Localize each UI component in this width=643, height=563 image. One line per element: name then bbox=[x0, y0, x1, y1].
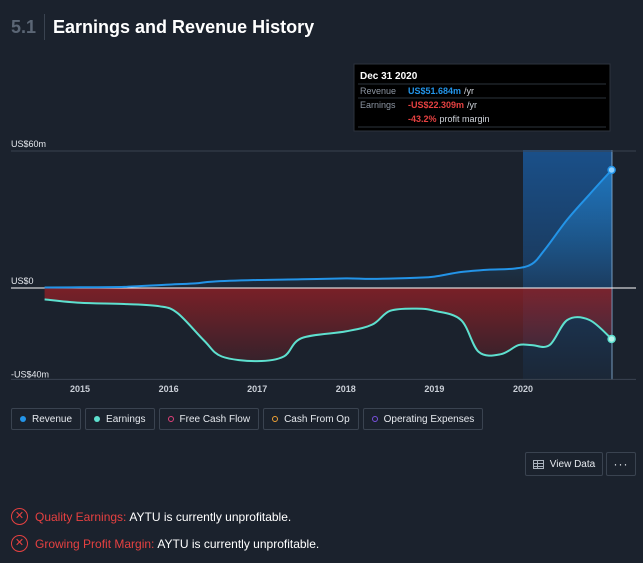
legend-cash-from-op-label: Cash From Op bbox=[284, 413, 350, 425]
revenue-area bbox=[44, 170, 612, 288]
fail-x-icon: ✕ bbox=[11, 508, 28, 525]
tooltip-earnings-label: Earnings bbox=[360, 100, 396, 110]
legend-free-cash-flow[interactable]: Free Cash Flow bbox=[158, 408, 260, 430]
y-axis-labels: US$60m US$0 -US$40m bbox=[11, 139, 49, 379]
check-growing-profit-margin: ✕ Growing Profit Margin: AYTU is current… bbox=[11, 535, 319, 552]
tooltip-earnings-value: -US$22.309m bbox=[408, 100, 464, 110]
tooltip-margin-value: -43.2% bbox=[408, 114, 437, 124]
section-number: 5.1 bbox=[11, 14, 46, 40]
fail-x-icon: ✕ bbox=[11, 535, 28, 552]
tooltip-revenue-label: Revenue bbox=[360, 86, 396, 96]
check-label: Quality Earnings: bbox=[35, 509, 127, 524]
legend-revenue-label: Revenue bbox=[32, 413, 73, 425]
more-dots-icon: ··· bbox=[613, 457, 629, 471]
earnings-end-point[interactable] bbox=[607, 334, 616, 344]
legend-revenue-dot-icon bbox=[20, 416, 26, 422]
legend-revenue[interactable]: Revenue bbox=[11, 408, 82, 430]
tooltip-earnings-row: -US$22.309m/yr bbox=[408, 100, 477, 110]
check-quality-earnings: ✕ Quality Earnings: AYTU is currently un… bbox=[11, 508, 291, 525]
check-label: Growing Profit Margin: bbox=[35, 536, 155, 551]
legend-earnings-dot-icon bbox=[94, 416, 101, 422]
legend-cash-from-op-dot-icon bbox=[272, 416, 279, 422]
table-icon bbox=[532, 459, 544, 469]
tooltip-earnings-unit: /yr bbox=[467, 100, 477, 110]
legend-free-cash-flow-label: Free Cash Flow bbox=[179, 413, 251, 425]
legend-operating-expenses-dot-icon bbox=[371, 416, 378, 422]
legend-earnings-label: Earnings bbox=[106, 413, 146, 425]
tooltip: Dec 31 2020 Revenue US$51.684m/yr Earnin… bbox=[353, 63, 611, 132]
x-tick-label: 2018 bbox=[336, 384, 356, 394]
x-tick-label: 2015 bbox=[70, 384, 90, 394]
tooltip-revenue-value: US$51.684m bbox=[408, 86, 461, 96]
x-tick-label: 2020 bbox=[513, 384, 533, 394]
check-text: AYTU is currently unprofitable. bbox=[129, 509, 292, 524]
y-tick-label: US$0 bbox=[11, 276, 34, 286]
tooltip-date: Dec 31 2020 bbox=[360, 71, 418, 82]
x-tick-label: 2016 bbox=[159, 384, 179, 394]
earnings-line bbox=[44, 298, 613, 363]
x-tick-label: 2019 bbox=[424, 384, 444, 394]
tooltip-revenue-unit: /yr bbox=[464, 86, 474, 96]
earnings-area bbox=[44, 288, 612, 362]
tooltip-margin-row: -43.2% profit margin bbox=[408, 114, 490, 124]
check-text: AYTU is currently unprofitable. bbox=[157, 536, 320, 551]
y-tick-label: -US$40m bbox=[11, 369, 49, 379]
x-tick-label: 2017 bbox=[247, 384, 267, 394]
view-data-label: View Data bbox=[549, 458, 596, 470]
view-data-button[interactable]: View Data bbox=[525, 452, 603, 476]
revenue-end-point[interactable] bbox=[607, 165, 616, 175]
legend-operating-expenses[interactable]: Operating Expenses bbox=[362, 408, 484, 430]
y-tick-label: US$60m bbox=[11, 139, 46, 149]
header: 5.1 Earnings and Revenue History bbox=[11, 14, 314, 40]
more-options-button[interactable]: ··· bbox=[606, 452, 636, 476]
tooltip-revenue-row: US$51.684m/yr bbox=[408, 86, 474, 96]
chart-legend: Revenue Earnings Free Cash Flow Cash Fro… bbox=[11, 408, 484, 430]
tooltip-margin-unit: profit margin bbox=[440, 114, 490, 124]
legend-earnings[interactable]: Earnings bbox=[85, 408, 155, 430]
legend-free-cash-flow-dot-icon bbox=[167, 416, 174, 422]
grid-lines bbox=[11, 150, 636, 380]
legend-cash-from-op[interactable]: Cash From Op bbox=[263, 408, 359, 430]
revenue-line bbox=[44, 169, 613, 289]
page-title: Earnings and Revenue History bbox=[53, 17, 315, 37]
legend-operating-expenses-label: Operating Expenses bbox=[383, 413, 475, 425]
x-axis-labels: 2015 2016 2017 2018 2019 2020 bbox=[70, 384, 533, 394]
